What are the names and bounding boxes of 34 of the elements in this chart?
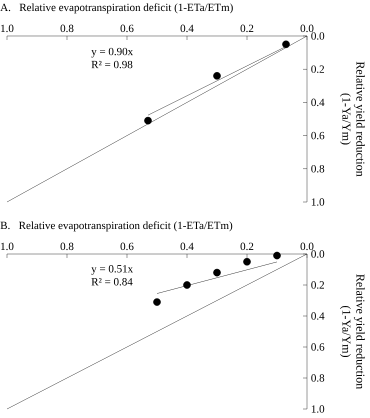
x-axis-title: Relative evapotranspiration deficit (1-ETa/ETm)	[18, 221, 232, 232]
x-tick-label: 0.4	[180, 24, 194, 32]
annotation: R² = 0.98	[92, 60, 132, 68]
x-tick-label: 0.8	[60, 242, 74, 250]
annotation: R² = 0.84	[92, 278, 133, 286]
x-tick-label: 0.4	[180, 242, 194, 250]
y-tick-label: 0.0	[311, 250, 324, 258]
x-tick-label: 0.0	[300, 24, 314, 32]
y-tick-label: 0.8	[311, 374, 324, 382]
x-axis-title: Relative evapotranspiration deficit (1-ETa/ETm)	[20, 3, 233, 14]
x-tick-label: 0.2	[240, 242, 254, 250]
y-tick-label: 0.2	[311, 281, 324, 289]
y-tick-label: 1.0	[312, 198, 324, 206]
x-tick-label: 0.2	[240, 24, 254, 32]
y-tick-label: 0.8	[311, 165, 324, 173]
y-axis-title: Relative yield reduction (1-Ya/Ym)	[340, 62, 365, 176]
y-tick-label: 0.6	[311, 343, 324, 351]
y-tick-label: 0.0	[311, 32, 324, 40]
chart-title: B.	[0, 222, 10, 230]
y-tick-label: 0.4	[311, 98, 324, 106]
x-tick-label: 0.6	[120, 242, 134, 250]
x-tick-label: 1.0	[1, 24, 14, 32]
chart-title: A.	[0, 4, 10, 12]
annotation: y = 0.90x	[91, 48, 133, 58]
x-tick-label: 1.0	[1, 242, 14, 250]
annotation: y = 0.51x	[91, 265, 133, 275]
y-tick-label: 1.0	[312, 405, 324, 413]
y-tick-label: 0.6	[311, 132, 324, 140]
y-tick-label: 0.4	[311, 312, 324, 320]
y-axis-title: Relative yield reduction (1-Ya/Ym)	[340, 274, 365, 389]
x-tick-label: 0.0	[300, 242, 314, 250]
x-tick-label: 0.8	[60, 24, 74, 32]
x-tick-label: 0.6	[120, 24, 134, 32]
y-tick-label: 0.2	[311, 65, 324, 73]
